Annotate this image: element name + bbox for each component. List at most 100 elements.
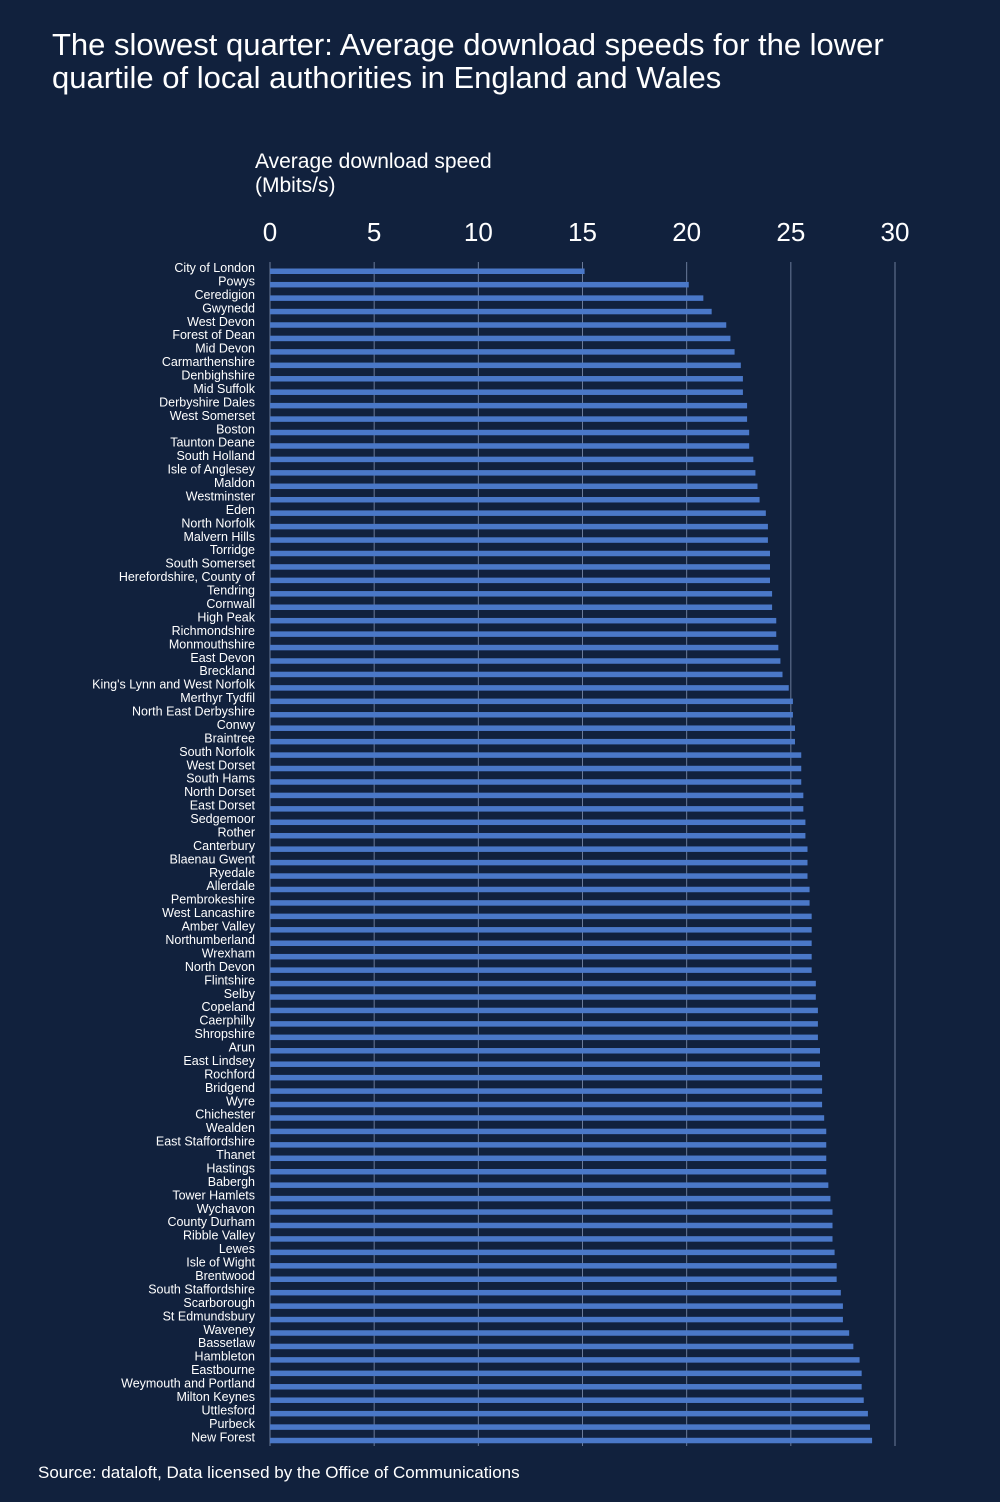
bar (270, 953, 812, 960)
category-label: Carmarthenshire (162, 355, 255, 369)
bar (270, 550, 770, 557)
bar (270, 1289, 841, 1296)
bar (270, 443, 750, 449)
category-label: Rother (217, 825, 255, 839)
category-label: East Staffordshire (156, 1135, 255, 1149)
category-label: St Edmundsbury (163, 1309, 256, 1323)
bar (270, 1249, 835, 1256)
category-label: South Norfolk (179, 745, 255, 759)
category-label: Pembrokeshire (171, 893, 255, 907)
bar (270, 1115, 825, 1121)
category-label: Ribble Valley (183, 1229, 256, 1243)
category-label: West Dorset (186, 758, 255, 772)
category-label: New Forest (191, 1430, 255, 1444)
bar (270, 295, 704, 301)
bar (270, 456, 754, 463)
bar (270, 362, 741, 369)
category-label: North East Derbyshire (132, 705, 255, 719)
bar (270, 617, 777, 624)
bar (270, 792, 804, 799)
bar (270, 510, 766, 516)
category-label: Herefordshire, County of (119, 570, 256, 584)
bar (270, 1021, 818, 1027)
bar (270, 765, 802, 772)
category-label: Selby (224, 987, 256, 1001)
bar (270, 1263, 837, 1269)
bar (270, 523, 768, 530)
source-note: Source: dataloft, Data licensed by the O… (38, 1463, 520, 1482)
x-tick-label: 5 (367, 217, 381, 247)
bar (270, 712, 793, 718)
category-label: Uttlesford (202, 1403, 256, 1417)
category-label: Hambleton (195, 1350, 255, 1364)
category-label: West Lancashire (162, 906, 255, 920)
category-label: East Lindsey (183, 1054, 255, 1068)
bar (270, 900, 810, 906)
bar (270, 335, 731, 342)
bar (270, 1209, 833, 1215)
bar (270, 846, 808, 852)
bar (270, 1424, 870, 1430)
category-label: Monmouthshire (169, 637, 255, 651)
bar (270, 604, 773, 610)
bar (270, 537, 768, 543)
x-tick-labels: 0 5 10 15 20 25 30 (263, 217, 910, 247)
bars (270, 268, 873, 1444)
bar (270, 268, 585, 274)
category-label: County Durham (167, 1215, 255, 1229)
bar (270, 322, 727, 328)
bar (270, 1195, 831, 1202)
category-label: Forest of Dean (172, 328, 255, 342)
bar (270, 1088, 823, 1094)
category-label: Malvern Hills (183, 530, 255, 544)
bar (270, 1182, 829, 1188)
category-label: Arun (229, 1041, 255, 1055)
bar (270, 1316, 843, 1323)
bar (270, 483, 758, 490)
bar (270, 1034, 818, 1041)
category-label: North Norfolk (181, 516, 255, 530)
bar (270, 376, 743, 382)
category-label: South Holland (176, 449, 255, 463)
category-label: Ceredigion (195, 288, 256, 302)
category-label: Canterbury (193, 839, 256, 853)
category-label: Babergh (208, 1175, 255, 1189)
bar (270, 967, 812, 973)
category-label: North Dorset (184, 785, 255, 799)
category-label: Ryedale (209, 866, 255, 880)
bar (270, 308, 712, 315)
chart-title: The slowest quarter: Average download sp… (52, 27, 884, 95)
bar (270, 806, 804, 812)
bar (270, 1370, 862, 1377)
bar (270, 832, 806, 839)
category-label: Bridgend (205, 1081, 255, 1095)
x-tick-label: 0 (263, 217, 277, 247)
category-label: South Hams (186, 772, 255, 786)
bar (270, 738, 795, 745)
bar (270, 671, 783, 678)
category-label: King's Lynn and West Norfolk (92, 678, 256, 692)
category-label: Lewes (219, 1242, 255, 1256)
bar (270, 577, 770, 584)
x-tick-label: 10 (464, 217, 493, 247)
category-label: Northumberland (165, 933, 255, 947)
category-label: Blaenau Gwent (170, 852, 256, 866)
bar (270, 496, 760, 503)
bar (270, 1168, 827, 1175)
bar (270, 1384, 862, 1390)
category-label: Maldon (214, 476, 255, 490)
category-label: Breckland (199, 664, 255, 678)
category-label: Richmondshire (172, 624, 255, 638)
category-label: Merthyr Tydfil (180, 691, 255, 705)
category-label: South Staffordshire (148, 1282, 255, 1296)
bar (270, 940, 812, 946)
category-label: Isle of Anglesey (167, 463, 255, 477)
bar (270, 1128, 827, 1135)
bar (270, 281, 689, 288)
category-labels: City of LondonPowysCeredigionGwyneddWest… (92, 261, 256, 1444)
category-label: Boston (216, 422, 255, 436)
bar (270, 1236, 833, 1242)
bar (270, 631, 777, 637)
bar (270, 1061, 820, 1067)
category-label: Wyre (226, 1094, 255, 1108)
